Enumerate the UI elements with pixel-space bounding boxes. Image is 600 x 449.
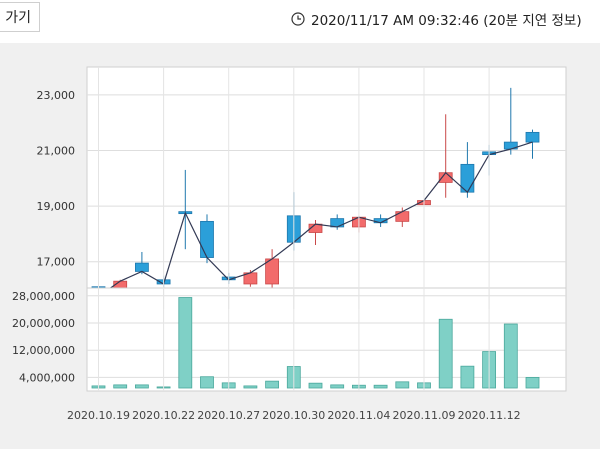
volume-bar — [265, 380, 280, 389]
chart-panel: 17,000 19,000 21,000 23,000 4,000,000 12,000… — [0, 43, 600, 449]
price-tick-label: 17,000 — [37, 256, 76, 269]
price-y-axis: 17,000 19,000 21,000 23,000 — [37, 89, 76, 269]
volume-tick-label: 28,000,000 — [12, 290, 75, 303]
price-tick-label: 21,000 — [37, 144, 76, 157]
timestamp: 2020/11/17 AM 09:32:46 (20분 지연 정보) — [291, 9, 582, 29]
volume-bar — [395, 381, 410, 389]
x-tick-label: 2020.10.19 — [67, 409, 130, 422]
close-price-line — [98, 141, 533, 297]
clock-icon — [291, 12, 305, 26]
volume-bar — [525, 376, 540, 389]
candle-body — [134, 262, 149, 272]
candle-body — [330, 218, 345, 228]
x-tick-label: 2020.10.27 — [197, 409, 260, 422]
volume-bar — [503, 323, 518, 389]
volume-bar — [330, 384, 345, 389]
volume-bar — [460, 365, 475, 389]
volume-grid — [87, 295, 566, 378]
volume-tick-label: 12,000,000 — [12, 344, 75, 357]
candle-body — [265, 258, 280, 285]
volume-tick-label: 4,000,000 — [19, 371, 75, 384]
volume-y-axis: 4,000,000 12,000,000 20,000,000 28,000,000 — [12, 290, 75, 385]
price-tick-label: 19,000 — [37, 200, 76, 213]
top-bar: 가기 2020/11/17 AM 09:32:46 (20분 지연 정보) — [0, 0, 600, 42]
volume-bars — [91, 297, 540, 389]
volume-bar — [438, 318, 453, 389]
volume-bar — [113, 384, 128, 389]
x-tick-label: 2020.11.12 — [458, 409, 521, 422]
price-tick-label: 23,000 — [37, 89, 76, 102]
volume-bar — [134, 384, 149, 389]
x-axis: 2020.10.19 2020.10.22 2020.10.27 2020.10.30… — [67, 409, 521, 422]
back-button[interactable]: 가기 — [0, 2, 40, 32]
candle-body — [525, 131, 540, 143]
volume-bar — [178, 297, 193, 389]
candle-body — [200, 220, 214, 258]
x-tick-label: 2020.11.09 — [393, 409, 456, 422]
timestamp-text: 2020/11/17 AM 09:32:46 (20분 지연 정보) — [311, 13, 582, 29]
volume-tick-label: 20,000,000 — [12, 317, 75, 330]
volume-bar — [373, 384, 388, 389]
candle-body — [395, 211, 410, 222]
volume-bar — [200, 376, 214, 389]
volume-bar — [243, 385, 258, 389]
x-grid — [98, 67, 490, 391]
x-tick-label: 2020.11.04 — [327, 409, 390, 422]
stock-chart: 17,000 19,000 21,000 23,000 4,000,000 12,000… — [12, 66, 567, 422]
x-tick-label: 2020.10.22 — [132, 409, 195, 422]
volume-bar — [308, 382, 323, 389]
price-grid — [87, 94, 566, 263]
x-tick-label: 2020.10.30 — [262, 409, 325, 422]
price-plot-area — [86, 66, 567, 310]
